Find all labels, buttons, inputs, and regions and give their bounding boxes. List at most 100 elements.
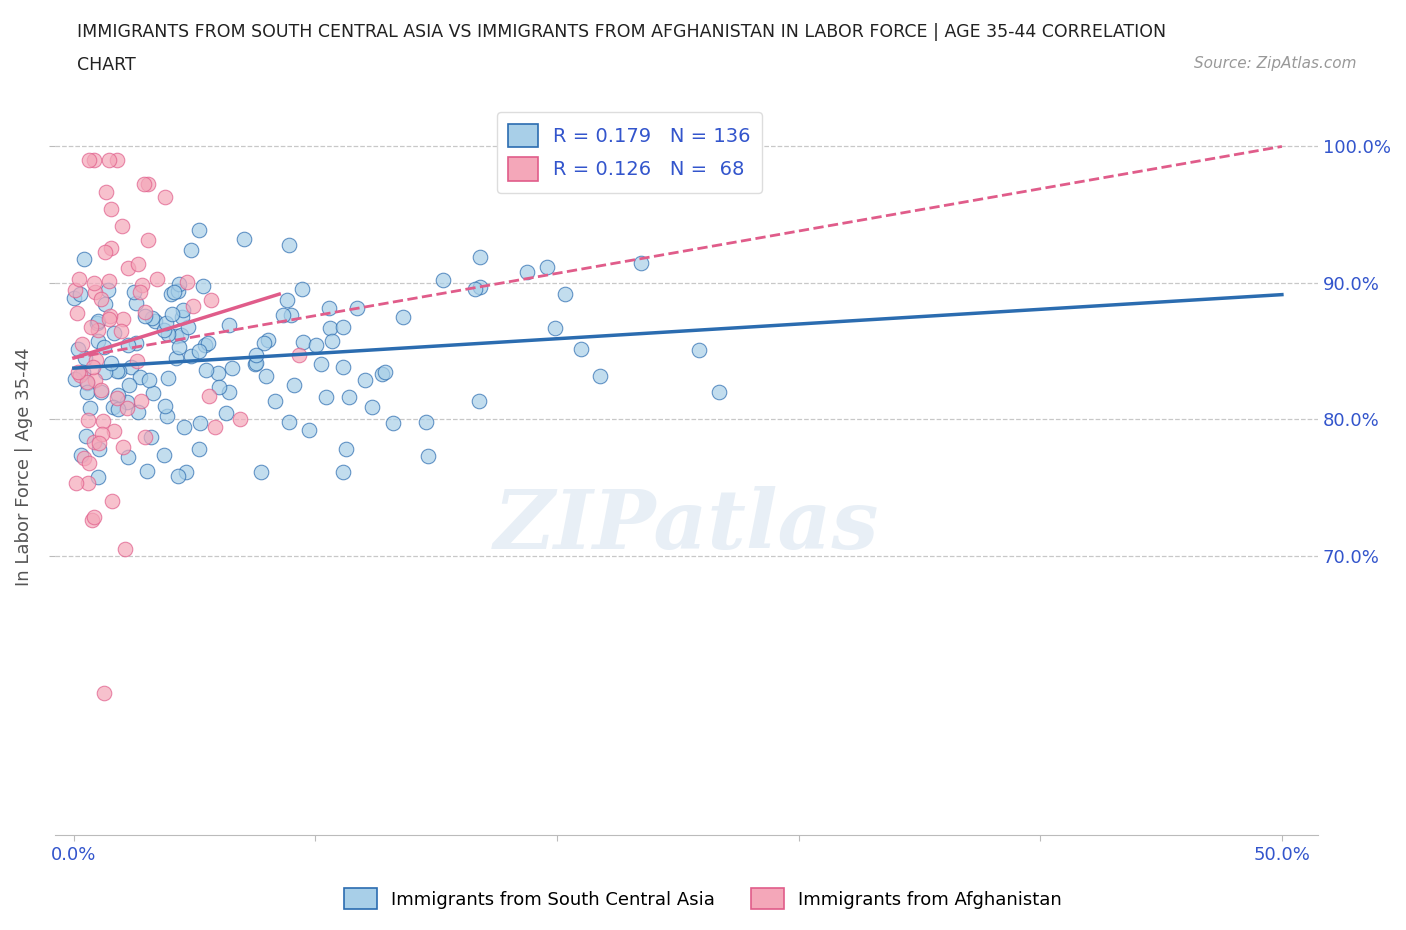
Point (112, 312, 135, 326)
Point (311, 356, 333, 371)
Point (91, 414, 114, 429)
Point (67, 341, 90, 356)
Point (96, 185, 118, 200)
Text: Source: ZipAtlas.com: Source: ZipAtlas.com (1194, 56, 1357, 71)
Point (176, 464, 198, 479)
Point (87, 313, 110, 328)
Point (83, 153, 105, 167)
Point (381, 416, 404, 431)
Point (87, 470, 110, 485)
Point (127, 405, 149, 419)
Point (245, 348, 267, 363)
Point (318, 300, 340, 315)
Point (83, 373, 105, 388)
Point (125, 296, 148, 311)
Point (66, 365, 89, 379)
Point (63, 291, 86, 306)
Point (319, 321, 342, 336)
Point (155, 190, 177, 205)
Point (90, 382, 112, 397)
Point (72, 252, 94, 267)
Point (321, 333, 343, 348)
Point (117, 449, 139, 464)
Point (134, 305, 156, 320)
Point (129, 285, 152, 299)
Point (105, 153, 128, 167)
Point (69, 286, 91, 301)
Point (77, 455, 100, 470)
Point (70, 447, 93, 462)
Legend: Immigrants from South Central Asia, Immigrants from Afghanistan: Immigrants from South Central Asia, Immi… (337, 881, 1069, 916)
Point (463, 281, 485, 296)
Point (172, 302, 194, 317)
Point (86, 334, 108, 349)
Point (134, 177, 156, 192)
Point (76, 376, 98, 391)
Point (207, 365, 229, 380)
Point (115, 400, 138, 415)
Point (103, 326, 125, 341)
Point (65, 282, 87, 297)
Point (160, 286, 183, 301)
Point (153, 323, 176, 338)
Point (98, 153, 121, 167)
Point (156, 409, 179, 424)
Point (207, 379, 229, 394)
Point (170, 310, 193, 325)
Point (288, 348, 311, 363)
Point (297, 423, 319, 438)
Point (73, 451, 96, 466)
Point (155, 315, 177, 330)
Point (143, 313, 166, 328)
Point (75, 351, 97, 365)
Point (180, 349, 202, 364)
Point (370, 366, 392, 381)
Point (215, 405, 238, 420)
Point (432, 272, 454, 287)
Point (136, 232, 159, 247)
Point (153, 398, 176, 413)
Point (332, 320, 354, 335)
Point (86, 323, 108, 338)
Point (100, 355, 122, 370)
Point (197, 336, 219, 351)
Point (165, 351, 187, 365)
Point (569, 342, 592, 357)
Point (83, 275, 105, 290)
Point (125, 336, 148, 351)
Point (94, 297, 117, 312)
Point (105, 364, 128, 379)
Point (218, 385, 240, 400)
Point (100, 240, 122, 255)
Point (515, 265, 537, 280)
Point (97, 274, 120, 289)
Point (108, 364, 131, 379)
Point (361, 400, 384, 415)
Point (120, 359, 142, 374)
Point (589, 368, 612, 383)
Point (94, 365, 117, 379)
Point (468, 393, 491, 408)
Point (194, 338, 217, 352)
Point (117, 338, 139, 352)
Point (180, 243, 202, 258)
Point (114, 541, 136, 556)
Point (83, 285, 105, 299)
Point (107, 391, 129, 405)
Point (67, 272, 90, 286)
Point (90, 291, 112, 306)
Point (250, 464, 273, 479)
Point (98, 312, 121, 326)
Point (200, 292, 222, 307)
Point (87, 436, 110, 451)
Point (79, 401, 101, 416)
Point (127, 257, 149, 272)
Point (187, 223, 209, 238)
Point (103, 423, 125, 438)
Point (93, 685, 115, 700)
Point (129, 370, 152, 385)
Point (416, 448, 439, 463)
Point (169, 328, 191, 343)
Point (233, 232, 256, 246)
Point (63, 371, 86, 386)
